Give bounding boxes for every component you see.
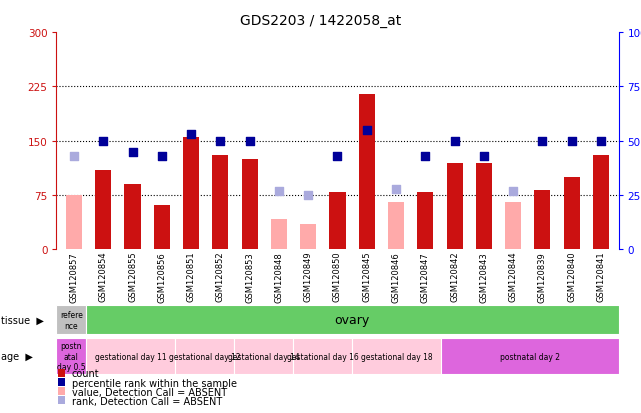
Point bbox=[596, 138, 606, 145]
Text: rank, Detection Call = ABSENT: rank, Detection Call = ABSENT bbox=[72, 396, 222, 406]
Text: gestational day 18: gestational day 18 bbox=[361, 352, 433, 361]
Bar bbox=[242, 159, 258, 250]
Bar bbox=[417, 192, 433, 250]
Bar bbox=[300, 225, 316, 250]
Bar bbox=[175, 339, 234, 374]
Text: age  ▶: age ▶ bbox=[1, 351, 33, 361]
Bar bbox=[441, 339, 619, 374]
Text: gestational day 14: gestational day 14 bbox=[228, 352, 299, 361]
Bar bbox=[56, 306, 86, 335]
Bar bbox=[183, 138, 199, 250]
Bar bbox=[593, 156, 609, 250]
Point bbox=[449, 138, 460, 145]
Bar bbox=[535, 191, 551, 250]
Point bbox=[244, 138, 254, 145]
Point bbox=[567, 138, 577, 145]
Point bbox=[420, 153, 431, 160]
Text: gestational day 16: gestational day 16 bbox=[287, 352, 358, 361]
Point bbox=[128, 149, 138, 156]
Point bbox=[274, 188, 284, 195]
Point bbox=[69, 153, 79, 160]
Bar bbox=[271, 220, 287, 250]
Point bbox=[215, 138, 226, 145]
Text: value, Detection Call = ABSENT: value, Detection Call = ABSENT bbox=[72, 387, 227, 397]
Point bbox=[98, 138, 108, 145]
Bar bbox=[329, 192, 345, 250]
Text: GDS2203 / 1422058_at: GDS2203 / 1422058_at bbox=[240, 14, 401, 28]
Point bbox=[391, 186, 401, 192]
Text: postnatal day 2: postnatal day 2 bbox=[500, 352, 560, 361]
Point bbox=[537, 138, 547, 145]
Bar bbox=[476, 163, 492, 250]
Bar bbox=[447, 163, 463, 250]
Point bbox=[332, 153, 342, 160]
Bar bbox=[359, 95, 375, 250]
Text: count: count bbox=[72, 368, 99, 379]
Bar bbox=[66, 196, 82, 250]
Bar bbox=[96, 170, 112, 250]
Bar bbox=[563, 178, 579, 250]
Bar bbox=[154, 205, 170, 250]
Text: tissue  ▶: tissue ▶ bbox=[1, 315, 44, 325]
Text: refere
nce: refere nce bbox=[60, 311, 83, 330]
Point bbox=[186, 132, 196, 138]
Text: gestational day 12: gestational day 12 bbox=[169, 352, 240, 361]
Text: ovary: ovary bbox=[335, 313, 370, 327]
Point bbox=[156, 153, 167, 160]
Bar bbox=[56, 339, 86, 374]
Point bbox=[479, 153, 489, 160]
Point bbox=[362, 127, 372, 134]
Bar bbox=[388, 203, 404, 250]
Text: percentile rank within the sample: percentile rank within the sample bbox=[72, 377, 237, 388]
Bar bbox=[293, 339, 353, 374]
Bar bbox=[505, 203, 521, 250]
Bar bbox=[124, 185, 140, 250]
Bar bbox=[212, 156, 228, 250]
Point bbox=[508, 188, 519, 195]
Point bbox=[303, 192, 313, 199]
Bar bbox=[86, 339, 175, 374]
Text: gestational day 11: gestational day 11 bbox=[95, 352, 166, 361]
Bar bbox=[353, 339, 441, 374]
Bar bbox=[234, 339, 293, 374]
Text: postn
atal
day 0.5: postn atal day 0.5 bbox=[57, 342, 85, 371]
